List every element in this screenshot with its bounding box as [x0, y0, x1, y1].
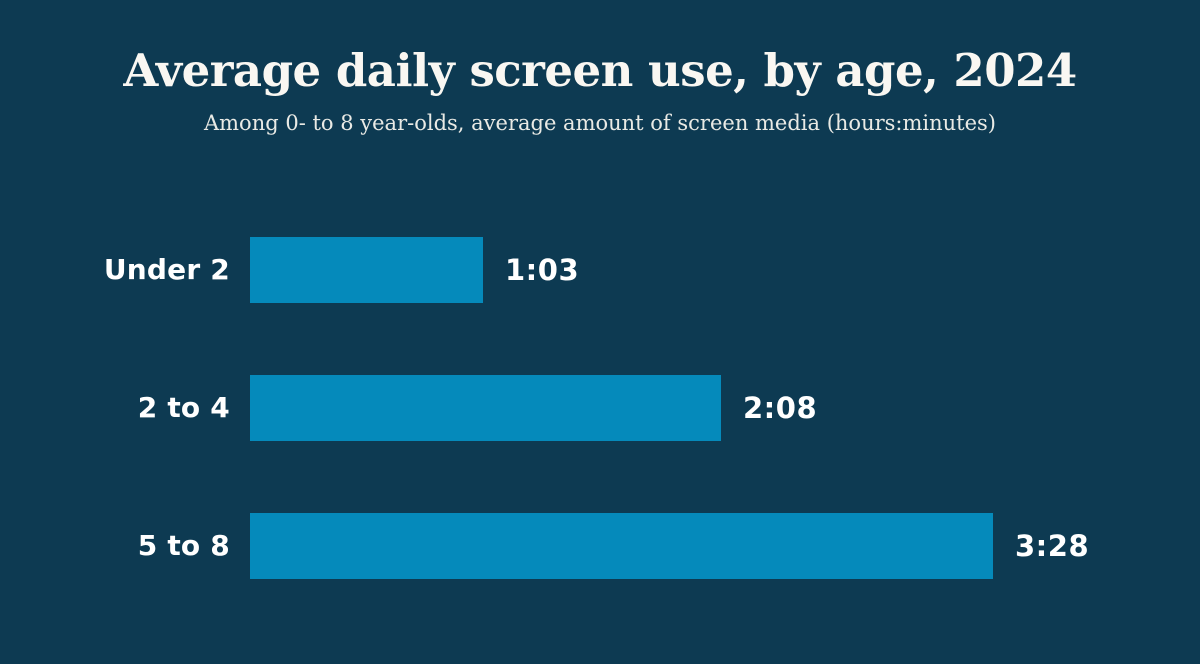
- bar-row: Under 2 1:03: [0, 237, 1200, 303]
- bar-row: 2 to 4 2:08: [0, 375, 1200, 441]
- chart-header: Average daily screen use, by age, 2024 A…: [0, 44, 1200, 137]
- bar-value-label: 1:03: [505, 253, 580, 287]
- bar-category-label: 2 to 4: [137, 391, 230, 424]
- bar-category-label: 5 to 8: [137, 529, 230, 562]
- bar-row: 5 to 8 3:28: [0, 513, 1200, 579]
- chart-title: Average daily screen use, by age, 2024: [123, 44, 1077, 97]
- bar: [250, 375, 721, 441]
- bar-category-label: Under 2: [103, 253, 230, 286]
- bar-value-label: 2:08: [743, 391, 818, 425]
- bar: [250, 513, 993, 579]
- bar-value-label: 3:28: [1015, 529, 1090, 563]
- bar: [250, 237, 483, 303]
- chart-subtitle: Among 0- to 8 year-olds, average amount …: [203, 111, 997, 135]
